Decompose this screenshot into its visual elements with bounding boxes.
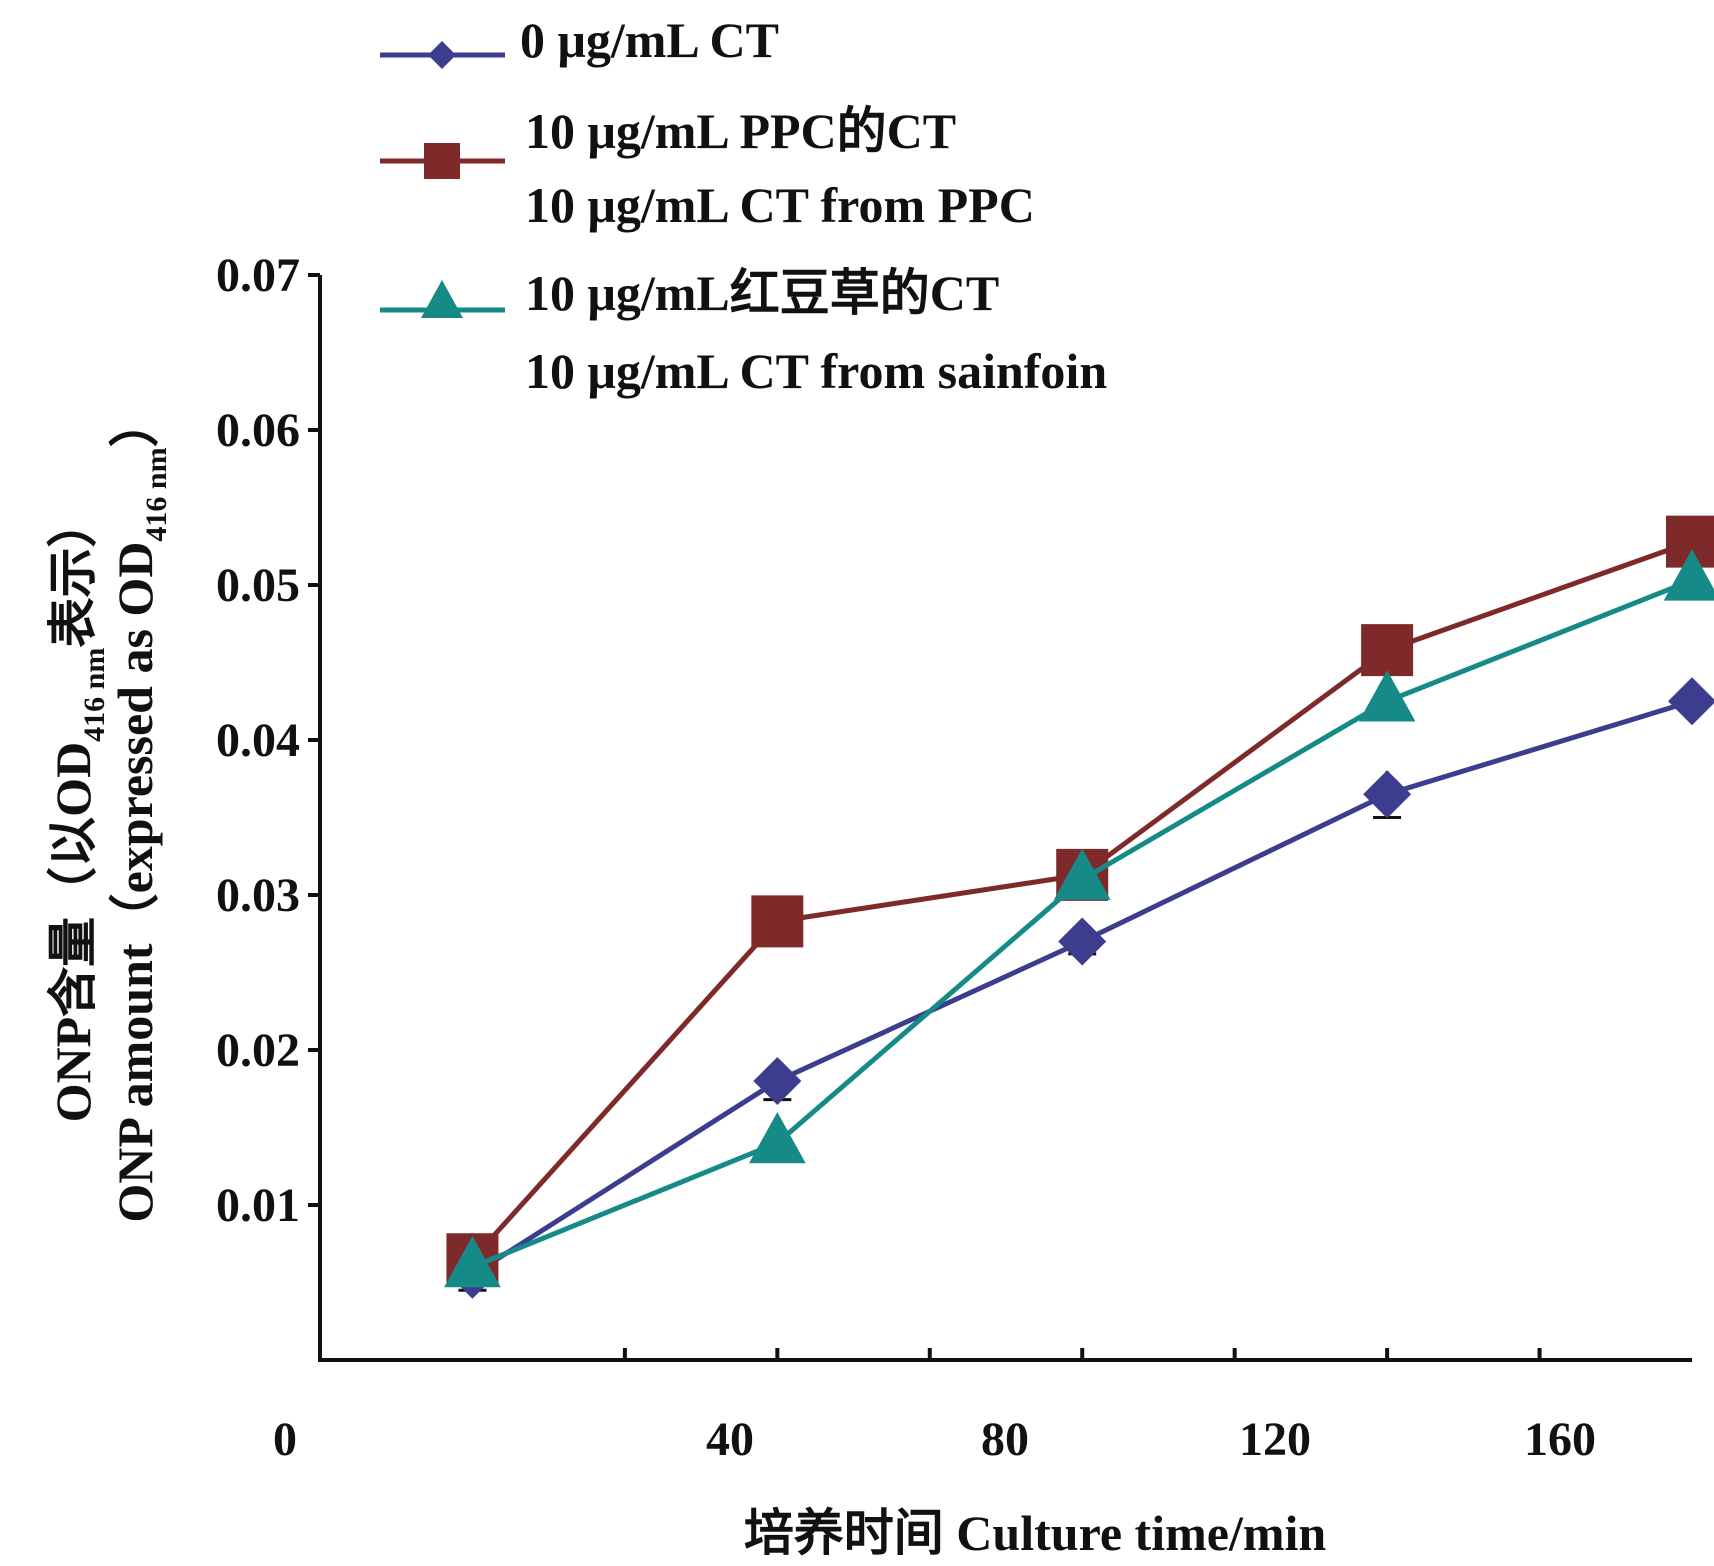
- x-tick-label: 120: [1239, 1413, 1311, 1466]
- series-layer: [444, 515, 1714, 1299]
- y-tick-label: 0.01: [216, 1179, 300, 1232]
- data-point-triangle: [1053, 848, 1111, 900]
- x-ticks: 0 40 80 120 160: [273, 1348, 1596, 1466]
- legend-label-2: 10 μg/mL红豆草的CT: [525, 265, 999, 321]
- y-tick-label: 0.07: [216, 249, 300, 302]
- x-axis-title: 培养时间 Culture time/min: [744, 1505, 1327, 1561]
- data-point-square: [1666, 515, 1714, 568]
- y-tick-label: 0.02: [216, 1024, 300, 1077]
- y-axis-title-line1: ONP含量（以OD416 nm表示）: [45, 498, 111, 1123]
- legend-marker-square-icon: [424, 143, 460, 179]
- y-tick-label: 0.04: [216, 714, 300, 767]
- data-point-diamond: [1668, 677, 1714, 726]
- y-axis-title-2: ONP amount（expressed as OD416 nm）: [107, 397, 173, 1222]
- data-point-triangle: [444, 1235, 501, 1288]
- data-point-diamond: [1058, 917, 1107, 966]
- legend-label-1: 10 μg/mL PPC的CT: [525, 103, 956, 159]
- y-tick-label: 0.03: [216, 869, 300, 922]
- x-tick-label: 80: [981, 1413, 1029, 1466]
- series-line-0: [471, 698, 1693, 1277]
- legend-item-0: 0 μg/mL CT: [380, 12, 779, 69]
- y-axis-title: ONP含量（以OD416 nm表示）: [45, 498, 111, 1123]
- y-tick-label: 0.06: [216, 404, 300, 457]
- legend-item-2: 10 μg/mL红豆草的CT 10 μg/mL CT from sainfoin: [380, 265, 1107, 399]
- data-point-triangle: [1358, 670, 1416, 722]
- series-0: [448, 677, 1714, 1299]
- data-point-diamond: [753, 1057, 802, 1105]
- data-point-square: [751, 895, 804, 948]
- legend-marker-triangle-icon: [421, 280, 463, 318]
- x-tick-label: 0: [273, 1413, 297, 1466]
- data-point-triangle: [1663, 549, 1714, 601]
- data-point-square: [1361, 624, 1414, 677]
- legend-label-2-line2: 10 μg/mL CT from sainfoin: [525, 343, 1107, 399]
- legend: 0 μg/mL CT 10 μg/mL PPC的CT 10 μg/mL CT f…: [380, 12, 1107, 399]
- data-point-diamond: [1363, 770, 1412, 819]
- legend-marker-diamond-icon: [428, 41, 456, 69]
- y-axis-title-line2: ONP amount（expressed as OD416 nm）: [107, 397, 173, 1222]
- series-2: [444, 549, 1714, 1288]
- x-tick-label: 160: [1524, 1413, 1596, 1466]
- legend-item-1: 10 μg/mL PPC的CT 10 μg/mL CT from PPC: [380, 103, 1035, 233]
- y-ticks: 0.01 0.02 0.03 0.04 0.05 0.06 0.07: [216, 249, 320, 1232]
- data-point-triangle: [748, 1111, 806, 1164]
- legend-label-0: 0 μg/mL CT: [520, 12, 779, 68]
- x-tick-label: 40: [706, 1413, 754, 1466]
- y-tick-label: 0.05: [216, 559, 300, 612]
- legend-label-1-line2: 10 μg/mL CT from PPC: [525, 177, 1035, 233]
